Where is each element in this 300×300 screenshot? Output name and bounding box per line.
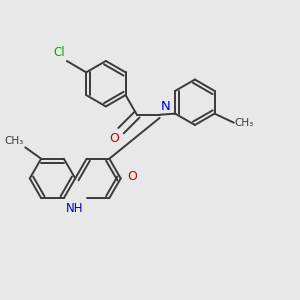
Text: O: O — [127, 170, 137, 183]
Text: N: N — [160, 100, 170, 113]
Text: CH₃: CH₃ — [4, 136, 24, 146]
Text: CH₃: CH₃ — [235, 118, 254, 128]
Text: Cl: Cl — [54, 46, 65, 59]
Text: O: O — [110, 132, 119, 145]
Text: NH: NH — [66, 202, 83, 215]
